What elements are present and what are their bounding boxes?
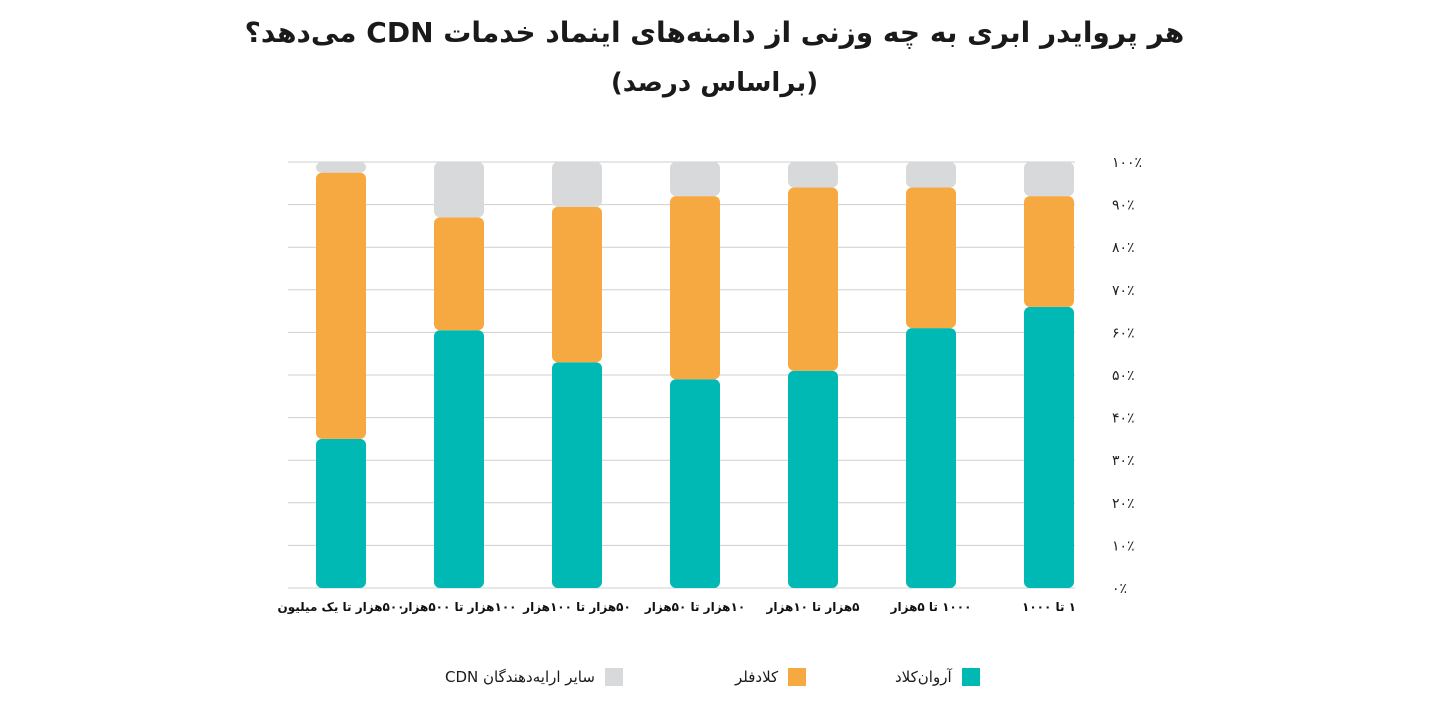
x-category-label: ۱۰۰۰ تا ۵هزار	[890, 600, 972, 614]
legend-item-other: سایر ارایه‌دهندگان CDN	[445, 668, 623, 686]
x-category-label: ۱۰۰هزار تا ۵۰۰هزار	[401, 600, 517, 614]
x-category-label: ۱ تا ۱۰۰۰	[1022, 600, 1076, 614]
y-tick-label: ۰٪	[1112, 581, 1127, 597]
legend-swatch-other	[604, 668, 623, 686]
bar-segment-s2-c6	[316, 162, 366, 173]
x-category-label: ۵۰هزار تا ۱۰۰هزار	[522, 600, 631, 614]
bar-segment-s1-c3	[670, 196, 720, 380]
chart-title: هر پروایدر ابری به چه وزنی از دامنه‌های …	[244, 16, 1185, 49]
x-category-label: ۱۰هزار تا ۵۰هزار	[644, 600, 745, 614]
legend-item-arvan: آروان‌کلاد	[895, 668, 980, 686]
bar-segment-s2-c5	[434, 162, 484, 218]
x-category-label: ۵هزار تا ۱۰هزار	[766, 600, 860, 614]
legend-item-cloudflare: کلادفلر	[735, 668, 807, 686]
bar-segment-s1-c4	[552, 206, 602, 363]
bar-segment-s2-c2	[788, 162, 838, 188]
y-tick-label: ۷۰٪	[1112, 283, 1135, 299]
bar-segment-s2-c3	[670, 162, 720, 197]
legend-swatch-arvan	[961, 668, 980, 686]
y-tick-label: ۳۰٪	[1112, 453, 1135, 469]
chart-legend: آروان‌کلاد کلادفلر سایر ارایه‌دهندگان CD…	[0, 668, 1429, 698]
bar-segment-s0-c4	[552, 362, 602, 588]
bar-segment-s2-c0	[1024, 162, 1074, 197]
bar-segment-s0-c2	[788, 370, 838, 588]
legend-label-cloudflare: کلادفلر	[735, 668, 779, 686]
y-tick-label: ۴۰٪	[1112, 411, 1135, 427]
y-tick-label: ۵۰٪	[1112, 368, 1135, 384]
legend-label-arvan: آروان‌کلاد	[895, 668, 952, 686]
bar-segment-s0-c5	[434, 330, 484, 588]
bar-segment-s0-c1	[906, 328, 956, 588]
x-category-label: ۵۰۰هزار تا یک میلیون	[277, 600, 404, 615]
y-tick-label: ۱۰٪	[1112, 538, 1135, 554]
bar-segment-s0-c3	[670, 379, 720, 588]
chart-subtitle: (براساس درصد)	[610, 68, 819, 98]
bar-segment-s1-c2	[788, 187, 838, 371]
y-tick-label: ۱۰۰٪	[1112, 155, 1142, 171]
bar-segment-s1-c0	[1024, 196, 1074, 307]
y-tick-label: ۸۰٪	[1112, 240, 1135, 256]
stacked-bar-chart: ۰٪ ۱۰٪ ۲۰٪ ۳۰٪ ۴۰٪ ۵۰٪ ۶۰٪ ۷۰٪ ۸۰٪ ۹۰٪ ۱۰۰٪ ۱ تا ۱۰…	[277, 155, 1142, 615]
y-tick-label: ۹۰٪	[1112, 198, 1135, 214]
bar-segment-s1-c6	[316, 172, 366, 439]
y-tick-label: ۶۰٪	[1112, 325, 1135, 341]
bar-segment-s0-c0	[1024, 306, 1074, 588]
bar-segment-s0-c6	[316, 438, 366, 588]
bar-segment-s2-c1	[906, 162, 956, 188]
legend-swatch-cloudflare	[788, 668, 807, 686]
bar-segment-s2-c4	[552, 162, 602, 207]
y-tick-label: ۲۰٪	[1112, 496, 1135, 512]
bar-segment-s1-c1	[906, 187, 956, 329]
bar-segment-s1-c5	[434, 217, 484, 331]
legend-label-other: سایر ارایه‌دهندگان CDN	[445, 668, 595, 686]
